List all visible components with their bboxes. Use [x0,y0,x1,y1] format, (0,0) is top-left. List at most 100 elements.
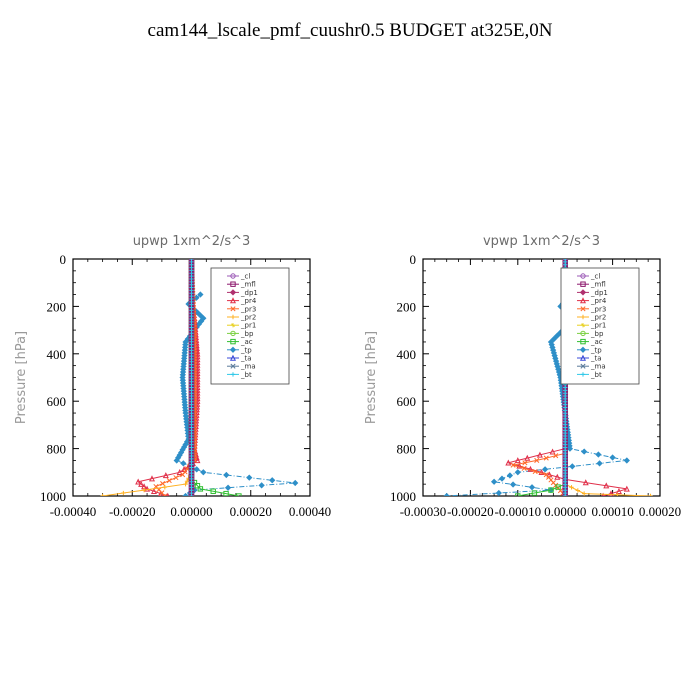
data-point-pr4 [615,487,622,494]
legend-marker [229,346,237,353]
data-point-ac [531,490,538,496]
data-point-pr4 [603,482,610,489]
data-point-tp [509,481,517,488]
data-point-pr4 [527,465,534,472]
legend-label: _bt [240,371,252,379]
data-point-pr2 [648,493,653,496]
x-tick-label: 0.00020 [230,504,272,519]
legend-label: _tp [240,346,252,354]
data-point-ac [548,487,554,493]
data-point-pr3 [543,455,549,461]
data-point-tp [566,445,574,452]
data-point-pr4 [135,478,142,485]
legend-label: _cl [590,273,600,281]
data-point-tp [498,475,506,482]
legend-marker [230,281,236,287]
data-point-tp [553,332,561,340]
data-point-tp [609,454,616,461]
legend-label: _pr1 [240,322,256,330]
legend-label: _mfl [240,281,256,289]
legend-marker [229,289,237,296]
data-point-pr4 [538,468,545,475]
legend-label: _pr3 [240,305,256,313]
legend: _cl_mfl_dp1_pr4_pr3_pr2_pr1_bp_ac_tp_ta_… [560,267,640,385]
data-point-pr4 [505,459,512,466]
data-point-tp [506,472,514,479]
legend-marker [230,372,236,377]
series-line-pr4 [137,259,198,496]
data-point-pr3 [532,468,538,475]
data-point-pr2 [100,493,105,496]
data-point-pr4 [194,457,201,464]
legend-label: _tp [590,346,602,354]
data-point-tp [541,466,549,473]
data-point-pr3 [166,478,172,484]
y-tick-label: 1000 [40,489,66,504]
data-point-ac [515,493,521,496]
y-tick-label: 800 [47,442,67,457]
data-point-ac [194,483,201,489]
legend-label: _dp1 [590,289,608,297]
data-point-tp [596,460,603,467]
legend-marker [230,323,236,328]
data-point-pr4 [524,454,531,461]
y-tick-label: 400 [47,347,67,362]
data-point-pr2 [184,478,190,484]
data-point-tp [490,478,498,485]
chart-panel-1: upwp 1xm^2/s^3 Pressure [hPa] 0 200 400 600 80… [14,234,331,519]
legend-marker [579,297,587,304]
panel-title: vpwp 1xm^2/s^3 [483,234,600,249]
data-point-pr4 [194,369,201,377]
legend-marker [230,330,236,337]
data-point-pr4 [194,381,201,388]
legend-label: _bp [240,330,254,338]
legend-label: _ta [240,355,252,363]
data-point-pr4 [162,472,169,479]
x-tick-label: 0.00000 [170,504,212,519]
data-point-pr4 [608,490,614,496]
legend-marker [230,306,236,312]
x-tick-label: -0.00040 [50,504,97,519]
data-point-pr3 [173,475,179,481]
data-point-pr4 [549,448,556,455]
legend-label: _ma [240,363,256,371]
legend-marker [580,363,586,369]
x-tick-label: 0.00000 [544,504,586,519]
legend-marker [580,323,586,328]
legend-marker [579,346,587,353]
data-point-pr4 [144,485,151,492]
data-point-tp [528,484,536,491]
data-point-tp [269,477,276,484]
legend: _cl_mfl_dp1_pr4_pr3_pr2_pr1_bp_ac_tp_ta_… [210,267,290,385]
legend-label: _cl [240,273,250,281]
legend-marker [580,281,586,287]
legend-marker [229,297,237,304]
data-point-tp [180,460,187,467]
legend-box [210,267,290,385]
data-point-pr2 [121,490,126,496]
x-tick-label: 0.00010 [591,504,633,519]
data-point-tp [173,457,180,464]
x-tick-label: -0.00020 [109,504,156,519]
data-point-pr4 [514,457,521,464]
data-point-pr4 [582,479,589,486]
legend-label: _pr1 [590,322,606,330]
legend-label: _ma [590,363,606,371]
legend-marker [579,354,587,361]
panel-title: upwp 1xm^2/s^3 [133,234,251,249]
y-tick-label: 800 [397,442,417,457]
legend-marker [230,314,236,320]
legend-label: _pr2 [590,314,606,322]
data-point-ac [210,488,216,494]
legend-marker [580,372,586,377]
legend-label: _mfl [590,281,606,289]
data-point-pr4 [150,487,157,494]
data-point-tp [569,463,576,470]
data-point-pr4 [194,372,201,379]
legend-marker [230,338,236,345]
data-point-bt [189,493,194,496]
data-point-pr3 [160,481,166,487]
data-point-bt [563,493,568,496]
y-tick-label: 200 [47,299,67,314]
